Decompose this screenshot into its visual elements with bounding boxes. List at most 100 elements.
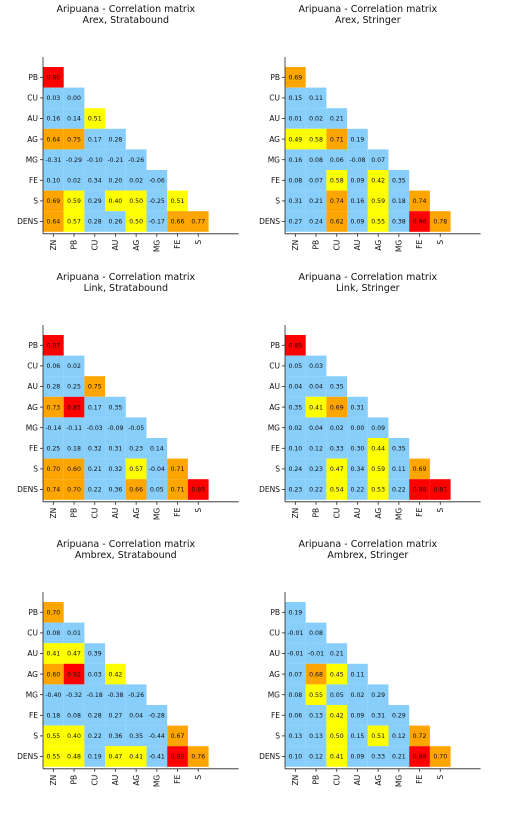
heatmap-cell <box>43 458 64 480</box>
heatmap-cell <box>63 746 85 767</box>
cell-value-label: 0.09 <box>351 754 365 761</box>
cell-value-label: 0.74 <box>330 198 344 205</box>
cell-value-label: 0.86 <box>413 487 427 494</box>
heatmap-cell <box>63 684 85 705</box>
heatmap-cell <box>63 108 85 129</box>
cell-value-label: 0.09 <box>351 713 365 720</box>
heatmap-cell <box>285 663 306 685</box>
heatmap-cell <box>84 190 106 212</box>
cell-value-label: 0.35 <box>109 404 123 411</box>
cell-value-label: -0.09 <box>107 425 123 432</box>
cell-value-label: 0.39 <box>88 651 102 658</box>
cell-value-label: 0.02 <box>129 178 143 185</box>
heatmap-cell <box>388 211 410 232</box>
x-tick-label: S <box>194 775 203 780</box>
heatmap-cell <box>125 458 147 480</box>
cell-value-label: 0.62 <box>330 219 344 226</box>
cell-value-label: 0.23 <box>288 487 302 494</box>
x-tick-label: AU <box>353 508 362 519</box>
cell-value-label: 0.57 <box>129 466 143 473</box>
heatmap-cell <box>105 149 126 170</box>
cell-value-label: 0.24 <box>288 466 302 473</box>
x-tick-label: S <box>436 775 445 780</box>
heatmap-cell <box>43 705 64 726</box>
x-tick-label: MG <box>395 508 404 520</box>
cell-value-label: 0.85 <box>288 343 302 350</box>
cell-value-label: 0.16 <box>351 198 365 205</box>
heatmap-cell <box>125 438 147 459</box>
cell-value-label: 0.22 <box>351 487 365 494</box>
cell-value-label: 0.41 <box>309 404 323 411</box>
heatmap-cell <box>187 211 209 232</box>
panel-subtitle: Arex, Stratabound <box>83 15 169 26</box>
panel-subtitle: Link, Stringer <box>336 283 400 294</box>
y-tick-label: MG <box>26 690 38 699</box>
y-tick-label: AG <box>27 403 38 412</box>
panel-subtitle: Arex, Stringer <box>335 15 401 26</box>
cell-value-label: 0.06 <box>46 363 60 370</box>
cell-value-label: 0.50 <box>129 219 143 226</box>
cell-value-label: 0.40 <box>109 198 123 205</box>
heatmap-cell <box>43 355 64 377</box>
cell-value-label: 0.02 <box>351 692 365 699</box>
heatmap-cell <box>347 396 368 418</box>
heatmap-cell <box>105 170 126 191</box>
heatmap-cell <box>367 725 389 747</box>
heatmap-cell <box>84 128 106 150</box>
heatmap-cell <box>285 355 306 377</box>
cell-value-label: 0.80 <box>171 754 185 761</box>
heatmap-cell <box>63 211 85 232</box>
y-tick-label: CU <box>27 362 38 371</box>
heatmap-cell <box>305 376 327 397</box>
cell-value-label: 0.06 <box>330 157 344 164</box>
cell-value-label: 0.54 <box>330 487 344 494</box>
heatmap-cell <box>285 190 306 212</box>
x-tick-label: FE <box>415 240 424 249</box>
cell-value-label: 0.21 <box>392 754 406 761</box>
x-tick-label: AU <box>111 775 120 786</box>
heatmap-cell <box>146 725 168 747</box>
heatmap-cell <box>43 417 64 438</box>
cell-value-label: 0.47 <box>67 651 81 658</box>
x-tick-label: ZN <box>49 508 58 519</box>
heatmap-cell <box>63 725 85 747</box>
cell-value-label: -0.05 <box>128 425 144 432</box>
cell-value-label: 0.85 <box>67 404 81 411</box>
heatmap-cell <box>305 458 327 480</box>
y-tick-label: MG <box>268 423 280 432</box>
heatmap-cell <box>43 643 64 664</box>
cell-value-label: -0.38 <box>107 692 123 699</box>
heatmap-cell <box>305 190 327 212</box>
heatmap-cell <box>84 149 106 170</box>
heatmap-cell <box>84 396 106 418</box>
heatmap-cell <box>367 211 389 232</box>
heatmap-cell <box>347 170 368 191</box>
heatmap-cell <box>285 149 306 170</box>
y-tick-label: DENS <box>259 217 280 226</box>
cell-value-label: 0.27 <box>288 219 302 226</box>
cell-value-label: 0.03 <box>309 363 323 370</box>
heatmap-cell <box>388 705 410 726</box>
cell-value-label: -0.32 <box>66 692 82 699</box>
x-tick-label: AU <box>353 775 362 786</box>
cell-value-label: -0.26 <box>128 692 144 699</box>
heatmap-cell <box>43 190 64 212</box>
heatmap-cell <box>305 643 327 664</box>
heatmap-cell <box>305 396 327 418</box>
y-tick-label: AU <box>269 114 280 123</box>
cell-value-label: 0.17 <box>88 136 102 143</box>
cell-value-label: 0.71 <box>330 136 344 143</box>
cell-value-label: 0.33 <box>330 446 344 453</box>
cell-value-label: 0.50 <box>129 198 143 205</box>
heatmap-cell <box>105 396 126 418</box>
heatmap-cell <box>285 376 306 397</box>
heatmap-cell <box>326 684 348 705</box>
cell-value-label: 0.08 <box>309 630 323 637</box>
heatmap-cell <box>84 170 106 191</box>
heatmap-cell <box>347 746 368 767</box>
cell-value-label: 0.05 <box>288 363 302 370</box>
heatmap-cell <box>429 746 451 767</box>
cell-value-label: 0.70 <box>46 466 60 473</box>
panel-title: Aripuana - Correlation matrix <box>56 539 195 550</box>
heatmap-cell <box>388 746 410 767</box>
